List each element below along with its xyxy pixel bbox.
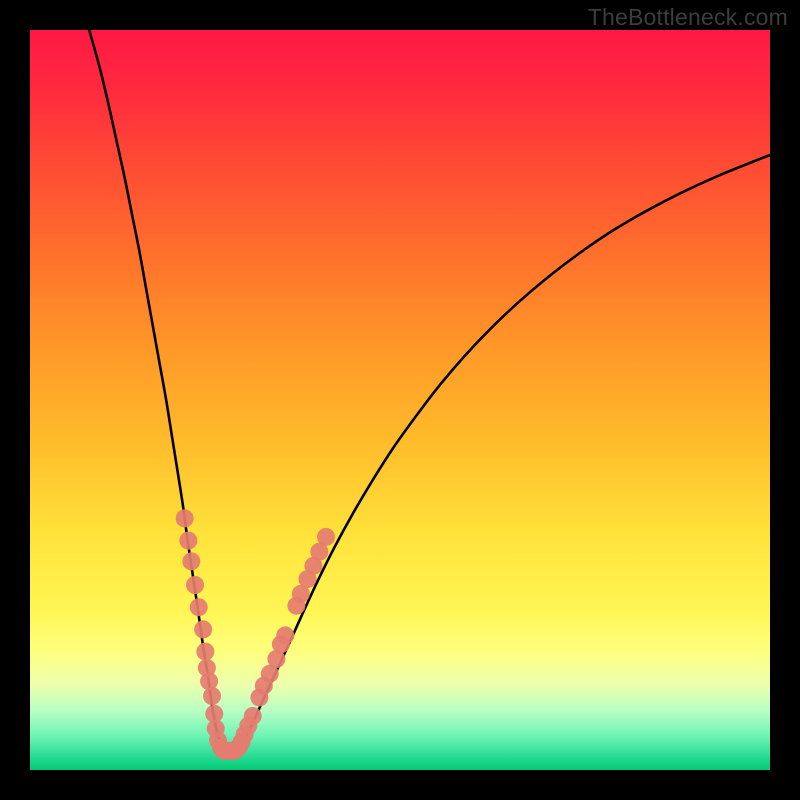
- data-point-marker: [244, 707, 262, 725]
- data-point-marker: [179, 532, 197, 550]
- data-point-marker: [182, 552, 200, 570]
- gradient-area: [30, 30, 770, 770]
- data-point-marker: [203, 687, 221, 705]
- bottleneck-chart: [0, 0, 800, 800]
- data-point-marker: [276, 626, 294, 644]
- data-point-marker: [190, 598, 208, 616]
- data-point-marker: [196, 643, 214, 661]
- data-point-marker: [194, 620, 212, 638]
- data-point-marker: [200, 672, 218, 690]
- data-point-marker: [176, 509, 194, 527]
- data-point-marker: [186, 576, 204, 594]
- data-point-marker: [317, 528, 335, 546]
- chart-stage: TheBottleneck.com: [0, 0, 800, 800]
